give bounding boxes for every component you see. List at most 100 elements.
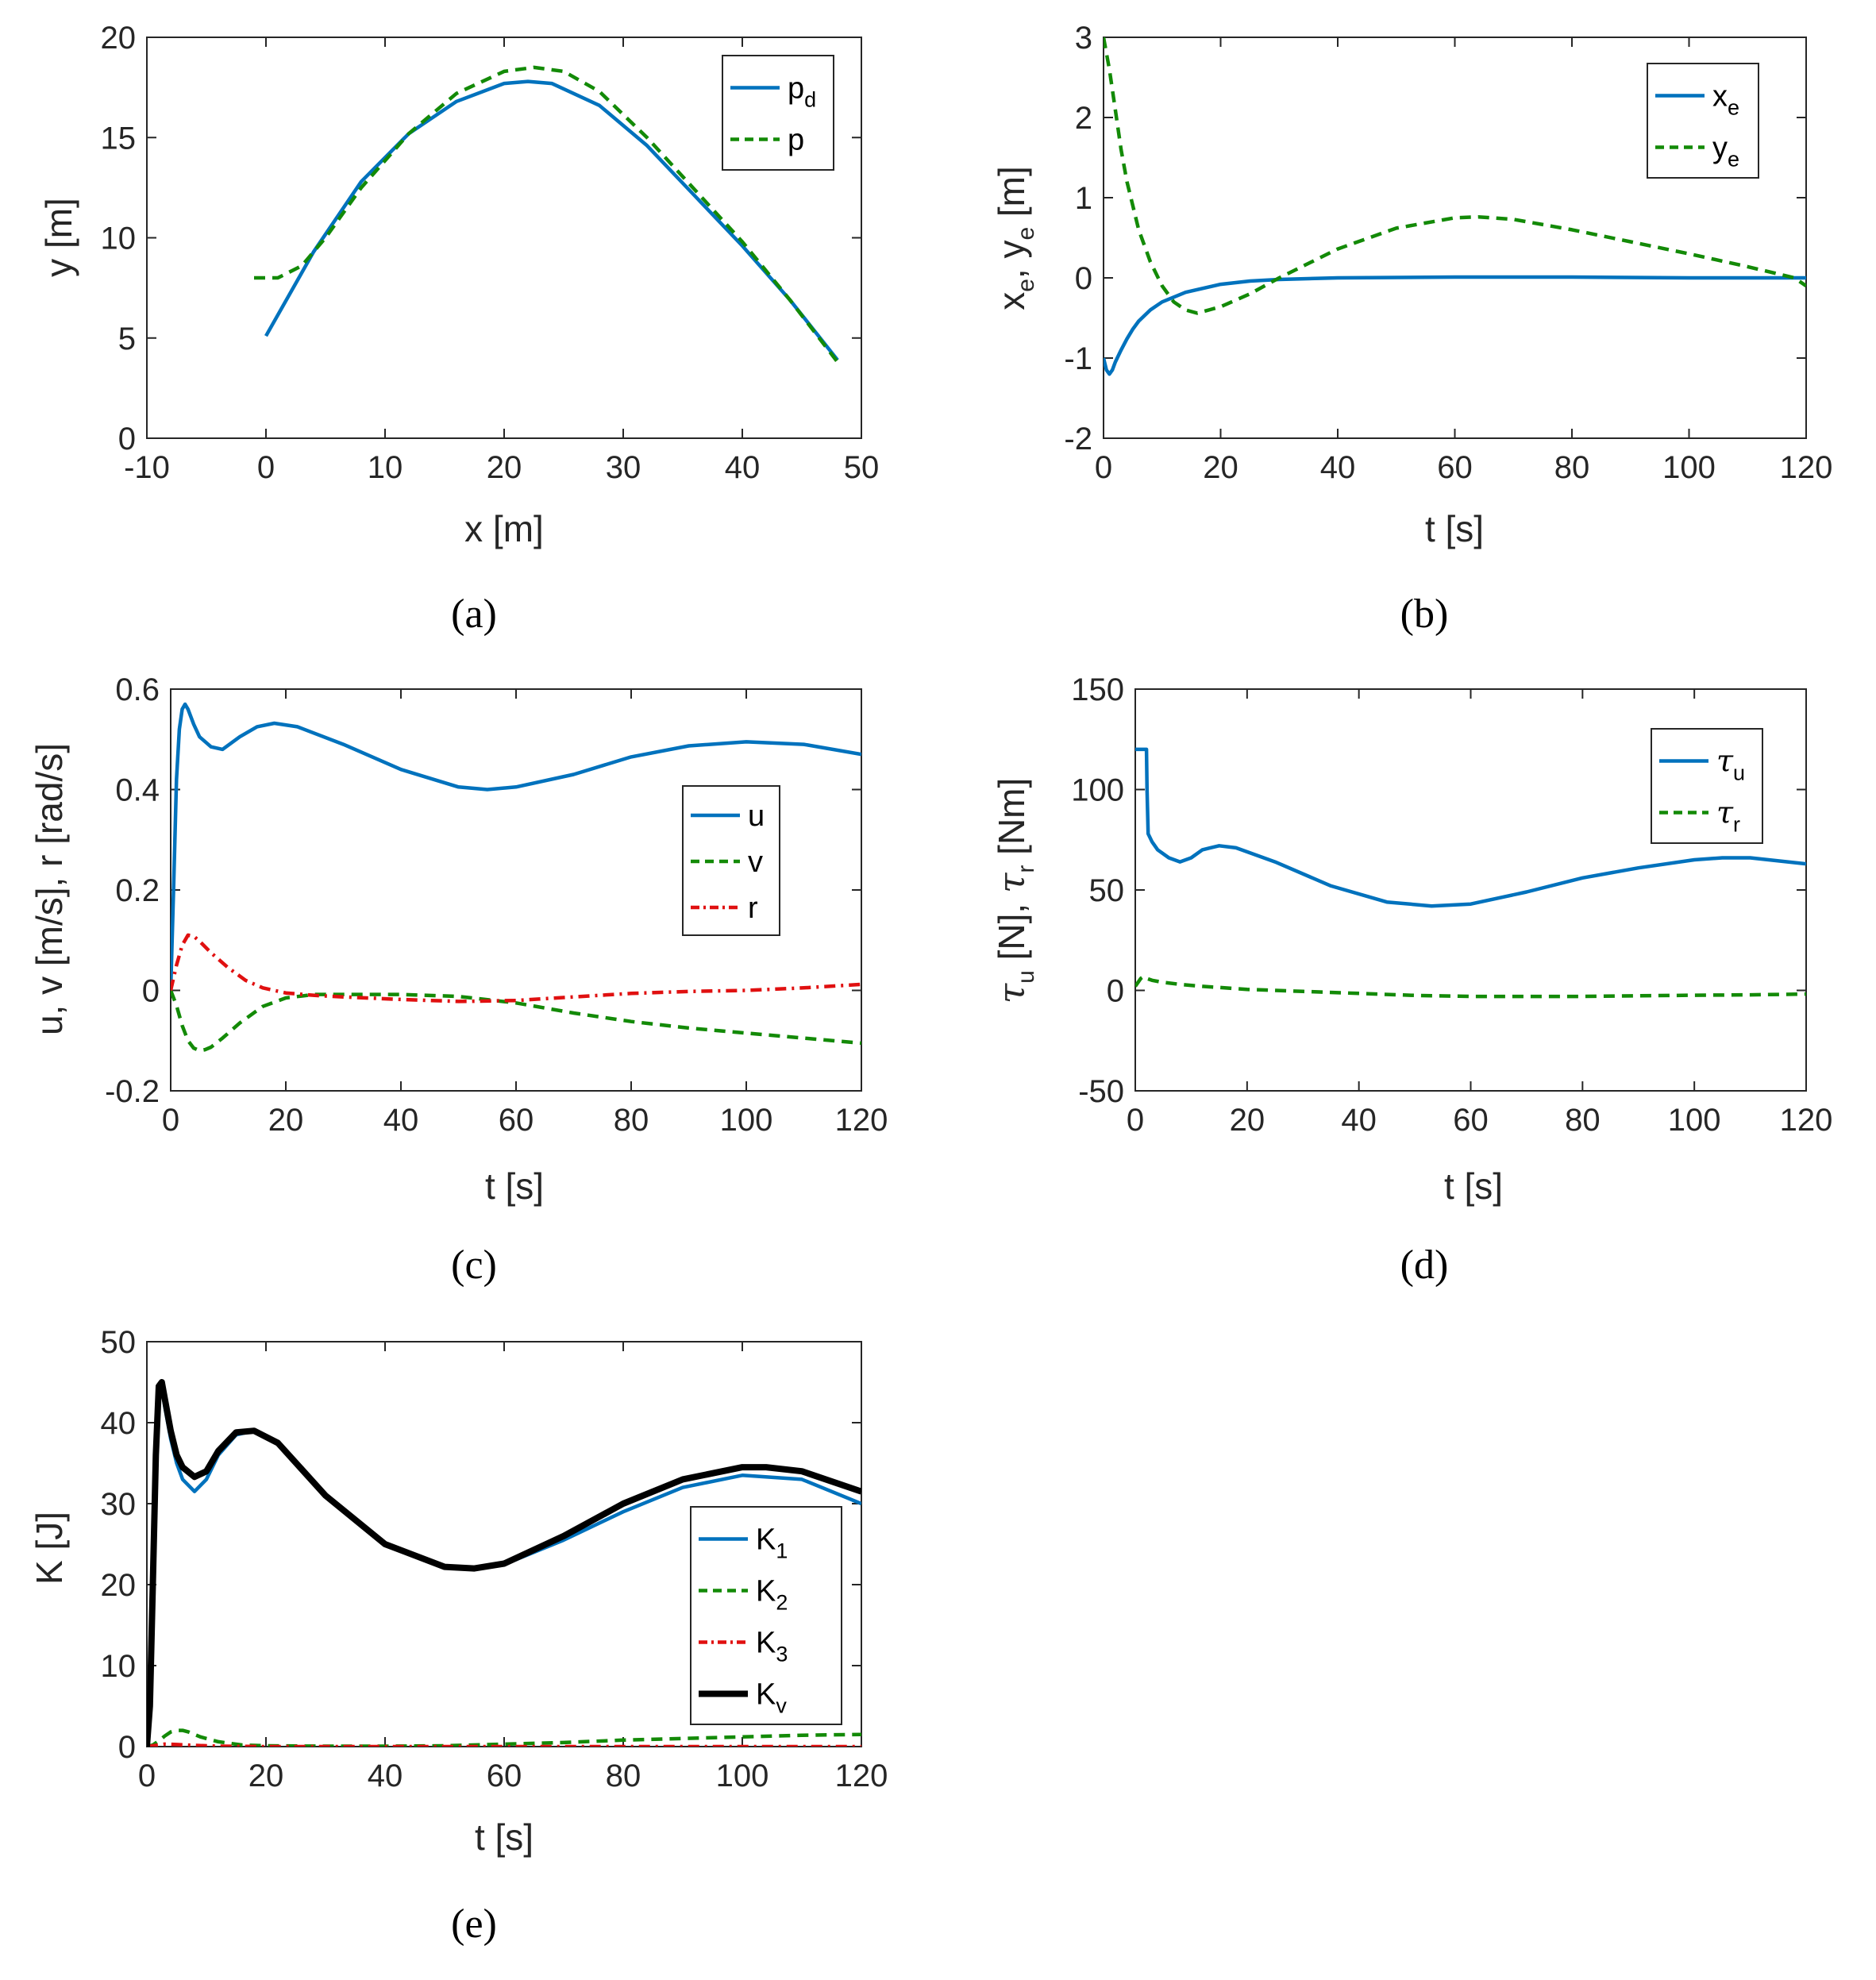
panel-a-xtick-label: -10: [124, 450, 170, 485]
panel-b-xtick-label: 80: [1554, 450, 1590, 485]
panel-e-xtick-label: 100: [716, 1759, 769, 1793]
panel-e: t [s] K [J] (e) 0 20 40 60 80 100 120 0 10 20 30 40…: [29, 1325, 888, 1947]
panel-d-xtick-label: 120: [1780, 1103, 1833, 1138]
panel-e-xlabel: t [s]: [475, 1816, 534, 1858]
panel-a-series-p-d-line: [264, 79, 839, 361]
panel-d-series-tau-u-line: [1135, 747, 1806, 908]
panel-d-ylabel-sub1: u: [1013, 970, 1039, 984]
panel-a-ytick-label: 0: [118, 422, 136, 456]
panel-c-xtick-label: 80: [614, 1103, 649, 1138]
panel-e-xtick-label: 20: [248, 1759, 284, 1793]
legend-name: τ: [1716, 744, 1734, 779]
panel-b-ylabel: xe, ye [m]: [991, 166, 1039, 310]
panel-a-ylabel: y [m]: [38, 198, 79, 277]
panel-c-xtick-label: 100: [720, 1103, 773, 1138]
panel-b-ytick-label: 2: [1075, 101, 1092, 136]
panel-d-legend-label: τr: [1716, 795, 1740, 837]
legend-name: y: [1712, 132, 1728, 165]
panel-b-xtick-label: 0: [1095, 450, 1112, 485]
panel-b-caption: (b): [1400, 591, 1449, 637]
panel-e-xtick-label: 40: [368, 1759, 403, 1793]
panel-e-legend-label: K3: [756, 1627, 788, 1666]
panel-e-ytick-label: 20: [101, 1568, 137, 1603]
legend-name: r: [748, 892, 758, 925]
legend-subscript: e: [1728, 96, 1739, 120]
legend-name: x: [1712, 80, 1728, 114]
panel-c-legend-label: r: [748, 892, 758, 925]
panel-d-ytick-label: 150: [1071, 672, 1124, 707]
panel-b-legend-label: xe: [1712, 80, 1739, 120]
panel-b: t [s] xe, ye [m] (b) 0 20 40 60 80 100 120-2-1…: [991, 21, 1832, 637]
panel-d-ytick-label: 0: [1107, 974, 1124, 1009]
legend-name: K: [756, 1575, 776, 1608]
panel-b-xtick-label: 120: [1780, 450, 1833, 485]
legend-subscript: e: [1728, 148, 1739, 171]
panel-e-xtick-label: 80: [606, 1759, 641, 1793]
panel-b-ytick-label: 0: [1075, 261, 1092, 296]
panel-d-ytick-label: -50: [1078, 1074, 1124, 1109]
panel-e-ylabel: K [J]: [29, 1512, 70, 1585]
panel-a-ytick-label: 15: [101, 121, 137, 156]
panel-c-ytick-label: 0: [142, 974, 160, 1009]
panel-e-xtick-label: 120: [835, 1759, 888, 1793]
panel-d-xtick-label: 0: [1127, 1103, 1144, 1138]
panel-b-ylabel-sub2: e: [1013, 227, 1039, 241]
panel-d-xtick-label: 100: [1668, 1103, 1721, 1138]
panel-c-caption: (c): [451, 1242, 497, 1288]
panel-b-ylabel-sub1: e: [1013, 279, 1039, 292]
panel-e-legend-label: K2: [756, 1575, 788, 1615]
panel-c-xtick-label: 120: [835, 1103, 888, 1138]
panel-c-legend-label: u: [748, 799, 765, 833]
panel-a-caption: (a): [451, 591, 497, 637]
panel-d-ylabel-tau1: τ: [990, 982, 1033, 1003]
panel-d-ylabel-tau2: τ: [990, 872, 1033, 893]
panel-b-ytick-label: -2: [1064, 422, 1092, 456]
panel-e-legend-label: Kv: [756, 1678, 787, 1718]
legend-name: τ: [1716, 795, 1734, 830]
panel-a-xtick-label: 30: [606, 450, 641, 485]
panel-d-legend-box: [1651, 728, 1763, 844]
panel-e-ytick-label: 30: [101, 1487, 137, 1522]
panel-d: t [s] τu [N], τr [Nm] (d) 0 20 40 60 80 100 12…: [990, 672, 1832, 1288]
panel-c: t [s] u, v [m/s], r [rad/s] (c) 0 20 40 60 8…: [29, 672, 888, 1288]
panel-c-series-v-line: [171, 989, 861, 1053]
panel-e-series-k-3-line: [147, 1742, 861, 1747]
panel-d-ylabel-sub2: r: [1013, 865, 1039, 873]
panel-e-caption: (e): [451, 1901, 497, 1947]
legend-name: v: [748, 846, 763, 879]
panel-e-legend-box: [690, 1506, 842, 1725]
panel-b-xtick-label: 40: [1320, 450, 1356, 485]
panel-d-caption: (d): [1400, 1242, 1449, 1288]
panel-e-series-k-v-line: [147, 1379, 861, 1747]
panel-b-series-y-e-line: [1104, 37, 1806, 315]
panel-c-ytick-label: -0.2: [105, 1074, 160, 1109]
panel-b-ylabel-x: x: [991, 292, 1032, 310]
legend-name: K: [756, 1524, 776, 1557]
panel-e-ytick-label: 10: [101, 1649, 137, 1684]
panel-d-ytick-label: 100: [1071, 773, 1124, 808]
panel-d-legend-label: τu: [1716, 744, 1745, 785]
panel-d-ylabel: τu [N], τr [Nm]: [990, 778, 1039, 1004]
panel-c-ytick-label: 0.4: [115, 773, 160, 808]
panel-a-legend-box: [722, 55, 834, 171]
panel-a-xlabel: x [m]: [464, 508, 544, 549]
legend-subscript: r: [1733, 813, 1740, 837]
panel-b-ytick-label: -1: [1064, 341, 1092, 376]
panel-c-xtick-label: 40: [383, 1103, 419, 1138]
legend-subscript: 2: [776, 1591, 788, 1615]
panel-c-series-u-line: [171, 702, 861, 991]
legend-name: K: [756, 1627, 776, 1660]
panel-d-xtick-label: 20: [1230, 1103, 1265, 1138]
panel-d-ytick-label: 50: [1089, 873, 1125, 908]
panel-a-legend-label: pd: [788, 72, 816, 112]
panel-a-xtick-label: 0: [257, 450, 275, 485]
panel-b-legend-label: ye: [1712, 132, 1739, 171]
panel-b-legend-box: [1647, 63, 1759, 179]
panel-c-legend-label: v: [748, 846, 763, 879]
panel-d-series-tau-r-line: [1135, 974, 1806, 999]
legend-subscript: d: [804, 88, 816, 112]
panel-d-xlabel: t [s]: [1444, 1165, 1503, 1207]
panel-b-ytick-label: 1: [1075, 181, 1092, 216]
panel-a-series-p-line: [254, 65, 839, 364]
